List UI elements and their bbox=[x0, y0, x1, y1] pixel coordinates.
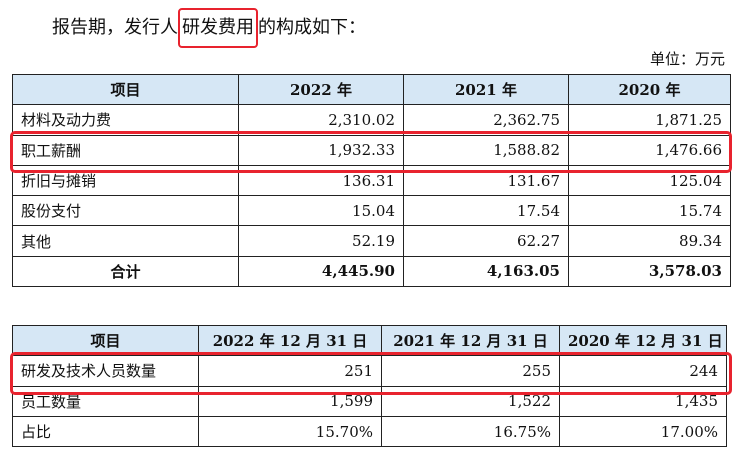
cell-value: 251 bbox=[198, 355, 382, 387]
cell-value: 1,435 bbox=[559, 385, 727, 417]
header-2020: 2020 年 bbox=[568, 73, 731, 106]
cell-value: 131.67 bbox=[403, 164, 569, 197]
cell-value: 15.74 bbox=[568, 195, 731, 227]
header-2022: 2022 年 bbox=[238, 73, 404, 106]
cell-value: 1,476.66 bbox=[568, 134, 731, 166]
cell-value: 15.70% bbox=[198, 415, 382, 448]
table-row: 职工薪酬 1,932.33 1,588.82 1,476.66 bbox=[12, 134, 731, 166]
cell-value: 136.31 bbox=[238, 164, 404, 197]
header-2021-12-31: 2021 年 12 月 31 日 bbox=[381, 324, 560, 357]
header-2022-12-31: 2022 年 12 月 31 日 bbox=[198, 324, 382, 357]
cell-value: 2,362.75 bbox=[403, 104, 569, 136]
header-2020-12-31: 2020 年 12 月 31 日 bbox=[559, 324, 727, 357]
row-label: 合计 bbox=[12, 255, 239, 288]
table-row: 折旧与摊销 136.31 131.67 125.04 bbox=[12, 164, 731, 197]
row-label: 材料及动力费 bbox=[12, 104, 239, 136]
cell-value: 4,445.90 bbox=[238, 255, 404, 288]
header-item: 项目 bbox=[12, 324, 199, 357]
intro-suffix: 的构成如下： bbox=[258, 17, 366, 38]
cell-value: 244 bbox=[559, 355, 727, 387]
row-label: 其他 bbox=[12, 225, 239, 257]
table-row: 股份支付 15.04 17.54 15.74 bbox=[12, 195, 731, 227]
total-row: 合计 4,445.90 4,163.05 3,578.03 bbox=[12, 255, 731, 288]
intro-sentence: 报告期，发行人 研发费用 的构成如下： bbox=[52, 6, 366, 50]
table-row: 其他 52.19 62.27 89.34 bbox=[12, 225, 731, 257]
cell-value: 1,522 bbox=[381, 385, 560, 417]
cell-value: 125.04 bbox=[568, 164, 731, 197]
table-header-row: 项目 2022 年 2021 年 2020 年 bbox=[12, 73, 731, 106]
table-header-row: 项目 2022 年 12 月 31 日 2021 年 12 月 31 日 202… bbox=[12, 324, 727, 357]
table-row: 员工数量 1,599 1,522 1,435 bbox=[12, 385, 727, 417]
header-2021: 2021 年 bbox=[403, 73, 569, 106]
cell-value: 255 bbox=[381, 355, 560, 387]
cell-value: 16.75% bbox=[381, 415, 560, 448]
cell-value: 3,578.03 bbox=[568, 255, 731, 288]
cell-value: 1,588.82 bbox=[403, 134, 569, 166]
row-label: 占比 bbox=[12, 415, 199, 448]
cell-value: 17.00% bbox=[559, 415, 727, 448]
row-label: 员工数量 bbox=[12, 385, 199, 417]
cell-value: 1,932.33 bbox=[238, 134, 404, 166]
cell-value: 17.54 bbox=[403, 195, 569, 227]
header-item: 项目 bbox=[12, 73, 239, 106]
row-label: 研发及技术人员数量 bbox=[12, 355, 199, 387]
row-label: 股份支付 bbox=[12, 195, 239, 227]
intro-highlight: 研发费用 bbox=[178, 8, 258, 48]
cell-value: 1,599 bbox=[198, 385, 382, 417]
row-label: 折旧与摊销 bbox=[12, 164, 239, 197]
cell-value: 2,310.02 bbox=[238, 104, 404, 136]
cell-value: 89.34 bbox=[568, 225, 731, 257]
table-row: 材料及动力费 2,310.02 2,362.75 1,871.25 bbox=[12, 104, 731, 136]
table-row: 占比 15.70% 16.75% 17.00% bbox=[12, 415, 727, 448]
row-label: 职工薪酬 bbox=[12, 134, 239, 166]
table-row: 研发及技术人员数量 251 255 244 bbox=[12, 355, 727, 387]
rd-expense-table: 项目 2022 年 2021 年 2020 年 材料及动力费 2,310.02 … bbox=[12, 73, 731, 288]
cell-value: 62.27 bbox=[403, 225, 569, 257]
unit-label: 单位：万元 bbox=[649, 50, 725, 68]
cell-value: 15.04 bbox=[238, 195, 404, 227]
cell-value: 1,871.25 bbox=[568, 104, 731, 136]
cell-value: 52.19 bbox=[238, 225, 404, 257]
cell-value: 4,163.05 bbox=[403, 255, 569, 288]
rd-staff-table: 项目 2022 年 12 月 31 日 2021 年 12 月 31 日 202… bbox=[12, 324, 727, 448]
intro-prefix: 报告期，发行人 bbox=[52, 17, 178, 38]
